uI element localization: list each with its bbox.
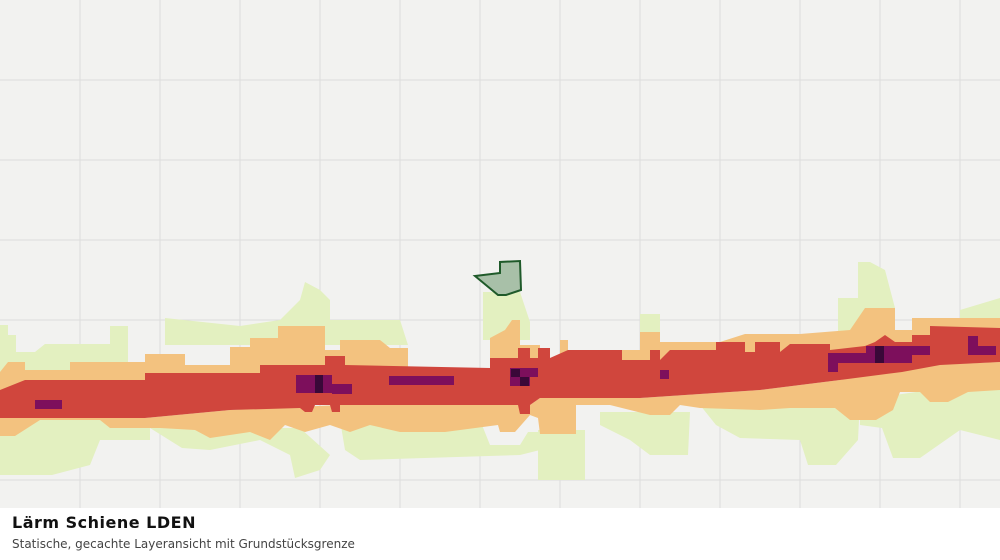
caption: Lärm Schiene LDEN Statische, gecachte La… [0,508,1000,560]
noise-zone-medium [0,308,1000,440]
parcel-boundary [472,259,523,296]
map-title: Lärm Schiene LDEN [12,513,196,532]
noise-zone-high [0,326,1000,418]
map-subtitle: Statische, gecachte Layeransicht mit Gru… [12,537,355,551]
map-view [0,0,1000,508]
noise-zone-extreme [315,346,884,393]
